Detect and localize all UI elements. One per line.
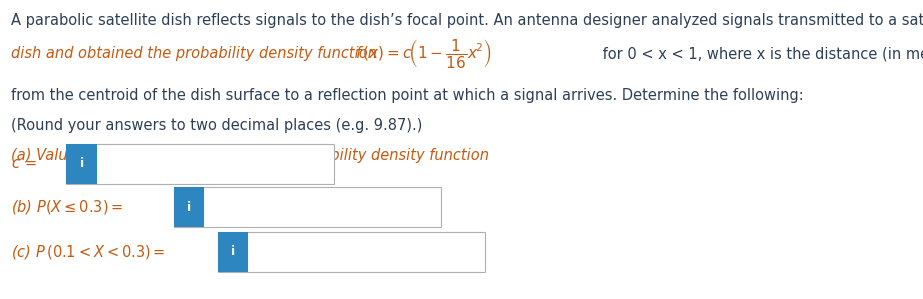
- Text: A parabolic satellite dish reflects signals to the dish’s focal point. An antenn: A parabolic satellite dish reflects sign…: [11, 13, 923, 28]
- Text: from the centroid of the dish surface to a reflection point at which a signal ar: from the centroid of the dish surface to…: [11, 88, 804, 103]
- Text: (Round your answers to two decimal places (e.g. 9.87).): (Round your answers to two decimal place…: [11, 118, 423, 133]
- Text: i: i: [79, 157, 84, 170]
- FancyBboxPatch shape: [66, 144, 97, 184]
- Text: $f\,(x) = c\!\left(1 - \dfrac{1}{16}x^{\!2}\right)$: $f\,(x) = c\!\left(1 - \dfrac{1}{16}x^{\…: [355, 37, 492, 70]
- FancyBboxPatch shape: [66, 144, 334, 184]
- Text: (b) $P(X \leq 0.3) =$: (b) $P(X \leq 0.3) =$: [11, 198, 124, 216]
- Text: i: i: [186, 201, 191, 213]
- FancyBboxPatch shape: [218, 232, 485, 272]
- Text: (c) $P\,(0.1 < X < 0.3) =$: (c) $P\,(0.1 < X < 0.3) =$: [11, 243, 166, 261]
- FancyBboxPatch shape: [174, 187, 204, 227]
- Text: for 0 < x < 1, where x is the distance (in meters): for 0 < x < 1, where x is the distance (…: [598, 46, 923, 61]
- Text: $c\, =$: $c\, =$: [11, 156, 37, 171]
- FancyBboxPatch shape: [174, 187, 441, 227]
- Text: (a) Value of c that makes f (x) a valid probability density function: (a) Value of c that makes f (x) a valid …: [11, 148, 489, 163]
- Text: i: i: [231, 245, 235, 258]
- Text: dish and obtained the probability density function: dish and obtained the probability densit…: [11, 46, 382, 61]
- FancyBboxPatch shape: [218, 232, 248, 272]
